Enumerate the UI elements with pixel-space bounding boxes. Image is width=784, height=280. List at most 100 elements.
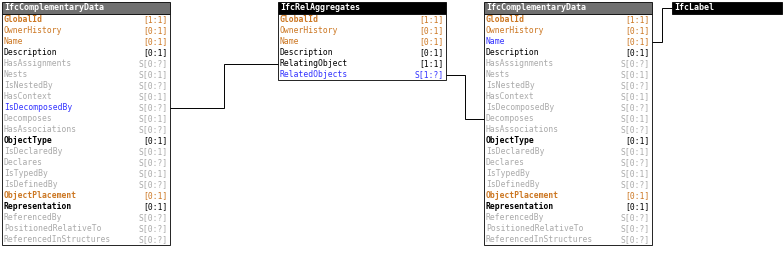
- Text: [1:1]: [1:1]: [626, 15, 650, 24]
- Text: S[0:1]: S[0:1]: [621, 70, 650, 79]
- Text: S[1:?]: S[1:?]: [415, 70, 444, 79]
- Text: S[0:1]: S[0:1]: [139, 70, 168, 79]
- Text: IsTypedBy: IsTypedBy: [4, 169, 48, 178]
- Text: S[0:?]: S[0:?]: [139, 59, 168, 68]
- Text: Decomposes: Decomposes: [486, 114, 535, 123]
- Text: [0:1]: [0:1]: [626, 136, 650, 145]
- Text: IsDecomposedBy: IsDecomposedBy: [486, 103, 554, 112]
- Text: [0:1]: [0:1]: [419, 26, 444, 35]
- Text: IsNestedBy: IsNestedBy: [486, 81, 535, 90]
- Text: Name: Name: [4, 37, 24, 46]
- Text: S[0:1]: S[0:1]: [621, 169, 650, 178]
- Text: IsDeclaredBy: IsDeclaredBy: [4, 147, 63, 156]
- Text: GlobalId: GlobalId: [280, 15, 319, 24]
- Text: IfcRelAggregates: IfcRelAggregates: [280, 4, 360, 13]
- Text: Declares: Declares: [4, 158, 43, 167]
- Text: S[0:?]: S[0:?]: [621, 103, 650, 112]
- Text: [0:1]: [0:1]: [626, 26, 650, 35]
- Bar: [672, 2, 782, 14]
- Text: Nests: Nests: [4, 70, 28, 79]
- Text: [0:1]: [0:1]: [419, 37, 444, 46]
- Bar: [278, 14, 446, 80]
- Text: GlobalId: GlobalId: [486, 15, 525, 24]
- Text: IsTypedBy: IsTypedBy: [486, 169, 530, 178]
- Text: S[0:?]: S[0:?]: [139, 180, 168, 189]
- Text: ObjectType: ObjectType: [4, 136, 53, 145]
- Bar: [2, 2, 170, 14]
- Text: S[0:?]: S[0:?]: [139, 224, 168, 233]
- Text: [0:1]: [0:1]: [626, 202, 650, 211]
- Text: IsDefinedBy: IsDefinedBy: [486, 180, 539, 189]
- Text: [1:1]: [1:1]: [143, 15, 168, 24]
- Text: ReferencedInStructures: ReferencedInStructures: [4, 235, 111, 244]
- Text: S[0:1]: S[0:1]: [621, 114, 650, 123]
- Text: ObjectPlacement: ObjectPlacement: [4, 191, 77, 200]
- Text: S[0:?]: S[0:?]: [139, 158, 168, 167]
- Text: PositionedRelativeTo: PositionedRelativeTo: [486, 224, 583, 233]
- Text: ObjectType: ObjectType: [486, 136, 535, 145]
- Text: S[0:1]: S[0:1]: [139, 169, 168, 178]
- Text: S[0:?]: S[0:?]: [139, 125, 168, 134]
- Text: [0:1]: [0:1]: [143, 136, 168, 145]
- Text: S[0:?]: S[0:?]: [621, 213, 650, 222]
- Text: [1:1]: [1:1]: [419, 15, 444, 24]
- Text: PositionedRelativeTo: PositionedRelativeTo: [4, 224, 101, 233]
- Text: ReferencedBy: ReferencedBy: [486, 213, 545, 222]
- Text: IsDecomposedBy: IsDecomposedBy: [4, 103, 72, 112]
- Text: IsDefinedBy: IsDefinedBy: [4, 180, 58, 189]
- Text: S[0:?]: S[0:?]: [621, 180, 650, 189]
- Bar: [484, 2, 652, 14]
- Text: S[0:?]: S[0:?]: [621, 59, 650, 68]
- Text: S[0:?]: S[0:?]: [621, 158, 650, 167]
- Text: ObjectPlacement: ObjectPlacement: [486, 191, 559, 200]
- Text: HasAssociations: HasAssociations: [486, 125, 559, 134]
- Text: ReferencedBy: ReferencedBy: [4, 213, 63, 222]
- Text: Nests: Nests: [486, 70, 510, 79]
- Text: S[0:?]: S[0:?]: [621, 235, 650, 244]
- Text: [0:1]: [0:1]: [626, 48, 650, 57]
- Text: Representation: Representation: [4, 202, 72, 211]
- Text: S[0:?]: S[0:?]: [139, 235, 168, 244]
- Text: [0:1]: [0:1]: [143, 191, 168, 200]
- Text: RelatingObject: RelatingObject: [280, 59, 348, 68]
- Text: S[0:?]: S[0:?]: [139, 213, 168, 222]
- Text: HasAssignments: HasAssignments: [4, 59, 72, 68]
- Text: S[0:?]: S[0:?]: [139, 103, 168, 112]
- Text: [0:1]: [0:1]: [143, 48, 168, 57]
- Text: Description: Description: [486, 48, 539, 57]
- Text: S[0:1]: S[0:1]: [621, 92, 650, 101]
- Text: [0:1]: [0:1]: [626, 191, 650, 200]
- Text: Declares: Declares: [486, 158, 525, 167]
- Bar: [484, 14, 652, 245]
- Text: OwnerHistory: OwnerHistory: [280, 26, 339, 35]
- Text: S[0:?]: S[0:?]: [621, 224, 650, 233]
- Text: S[0:1]: S[0:1]: [139, 147, 168, 156]
- Text: HasAssociations: HasAssociations: [4, 125, 77, 134]
- Text: GlobalId: GlobalId: [4, 15, 43, 24]
- Text: [1:1]: [1:1]: [419, 59, 444, 68]
- Text: Name: Name: [486, 37, 506, 46]
- Bar: [2, 14, 170, 245]
- Text: Description: Description: [4, 48, 58, 57]
- Text: RelatedObjects: RelatedObjects: [280, 70, 348, 79]
- Text: [0:1]: [0:1]: [143, 37, 168, 46]
- Text: IfcComplementaryData: IfcComplementaryData: [486, 4, 586, 13]
- Text: OwnerHistory: OwnerHistory: [4, 26, 63, 35]
- Text: [0:1]: [0:1]: [143, 202, 168, 211]
- Text: [0:1]: [0:1]: [419, 48, 444, 57]
- Text: [0:1]: [0:1]: [143, 26, 168, 35]
- Text: Description: Description: [280, 48, 334, 57]
- Text: IfcComplementaryData: IfcComplementaryData: [4, 4, 104, 13]
- Text: S[0:1]: S[0:1]: [621, 147, 650, 156]
- Text: HasAssignments: HasAssignments: [486, 59, 554, 68]
- Text: IsDeclaredBy: IsDeclaredBy: [486, 147, 545, 156]
- Text: [0:1]: [0:1]: [626, 37, 650, 46]
- Text: IfcLabel: IfcLabel: [674, 4, 714, 13]
- Text: Decomposes: Decomposes: [4, 114, 53, 123]
- Text: S[0:?]: S[0:?]: [621, 81, 650, 90]
- Text: S[0:?]: S[0:?]: [621, 125, 650, 134]
- Text: HasContext: HasContext: [4, 92, 53, 101]
- Text: OwnerHistory: OwnerHistory: [486, 26, 545, 35]
- Text: Name: Name: [280, 37, 299, 46]
- Text: S[0:1]: S[0:1]: [139, 114, 168, 123]
